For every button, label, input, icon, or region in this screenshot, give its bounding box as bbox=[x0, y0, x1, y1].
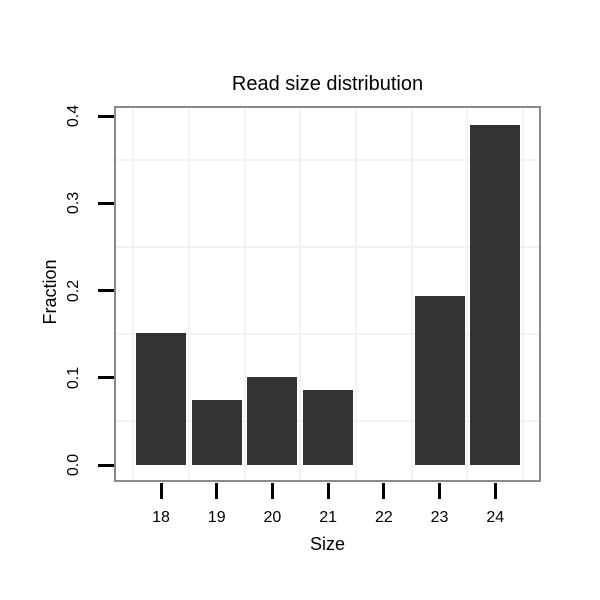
x-tick-label-24: 24 bbox=[486, 509, 505, 526]
minor-gridline-y bbox=[116, 158, 539, 161]
x-tick-label-19: 19 bbox=[207, 509, 226, 526]
x-tick-label-18: 18 bbox=[152, 509, 170, 526]
minor-gridline-x bbox=[132, 108, 135, 480]
y-tick-0.4 bbox=[98, 114, 114, 118]
x-tick-label-22: 22 bbox=[374, 509, 393, 526]
x-tick-label-20: 20 bbox=[263, 509, 282, 526]
y-tick-label-0.4: 0.4 bbox=[65, 105, 82, 128]
minor-gridline-x bbox=[410, 108, 413, 480]
minor-gridline-x bbox=[187, 108, 190, 480]
minor-gridline-y bbox=[116, 333, 539, 336]
bar-24 bbox=[470, 124, 521, 465]
minor-gridline-x bbox=[522, 108, 525, 480]
x-tick-24 bbox=[493, 483, 497, 499]
minor-gridline-x bbox=[354, 108, 357, 480]
y-tick-0.2 bbox=[98, 289, 114, 293]
x-tick-21 bbox=[326, 483, 330, 499]
bar-19 bbox=[191, 399, 242, 465]
x-tick-18 bbox=[159, 483, 163, 499]
bar-21 bbox=[303, 390, 354, 465]
bar-20 bbox=[247, 376, 298, 465]
bar-23 bbox=[414, 295, 465, 465]
minor-gridline-x bbox=[243, 108, 246, 480]
y-tick-label-0.0: 0.0 bbox=[65, 453, 82, 477]
bar-18 bbox=[136, 333, 186, 465]
x-tick-23 bbox=[438, 483, 442, 499]
minor-gridline-x bbox=[299, 108, 302, 480]
x-tick-label-23: 23 bbox=[430, 509, 449, 526]
y-tick-0.1 bbox=[98, 376, 114, 380]
x-tick-20 bbox=[270, 483, 274, 499]
y-tick-label-0.2: 0.2 bbox=[65, 279, 82, 302]
chart-title: Read size distribution bbox=[231, 73, 424, 95]
y-axis-label: Fraction bbox=[39, 259, 60, 325]
plot-panel bbox=[114, 106, 541, 482]
y-tick-label-0.1: 0.1 bbox=[65, 366, 82, 389]
minor-gridline-x bbox=[466, 108, 469, 480]
x-tick-label-21: 21 bbox=[319, 509, 338, 526]
x-axis-label: Size bbox=[309, 534, 345, 554]
y-tick-label-0.3: 0.3 bbox=[65, 192, 82, 215]
y-tick-0.3 bbox=[98, 201, 114, 205]
x-tick-19 bbox=[215, 483, 219, 499]
x-tick-22 bbox=[382, 483, 386, 499]
minor-gridline-y bbox=[116, 246, 539, 248]
y-tick-0.0 bbox=[98, 463, 114, 467]
